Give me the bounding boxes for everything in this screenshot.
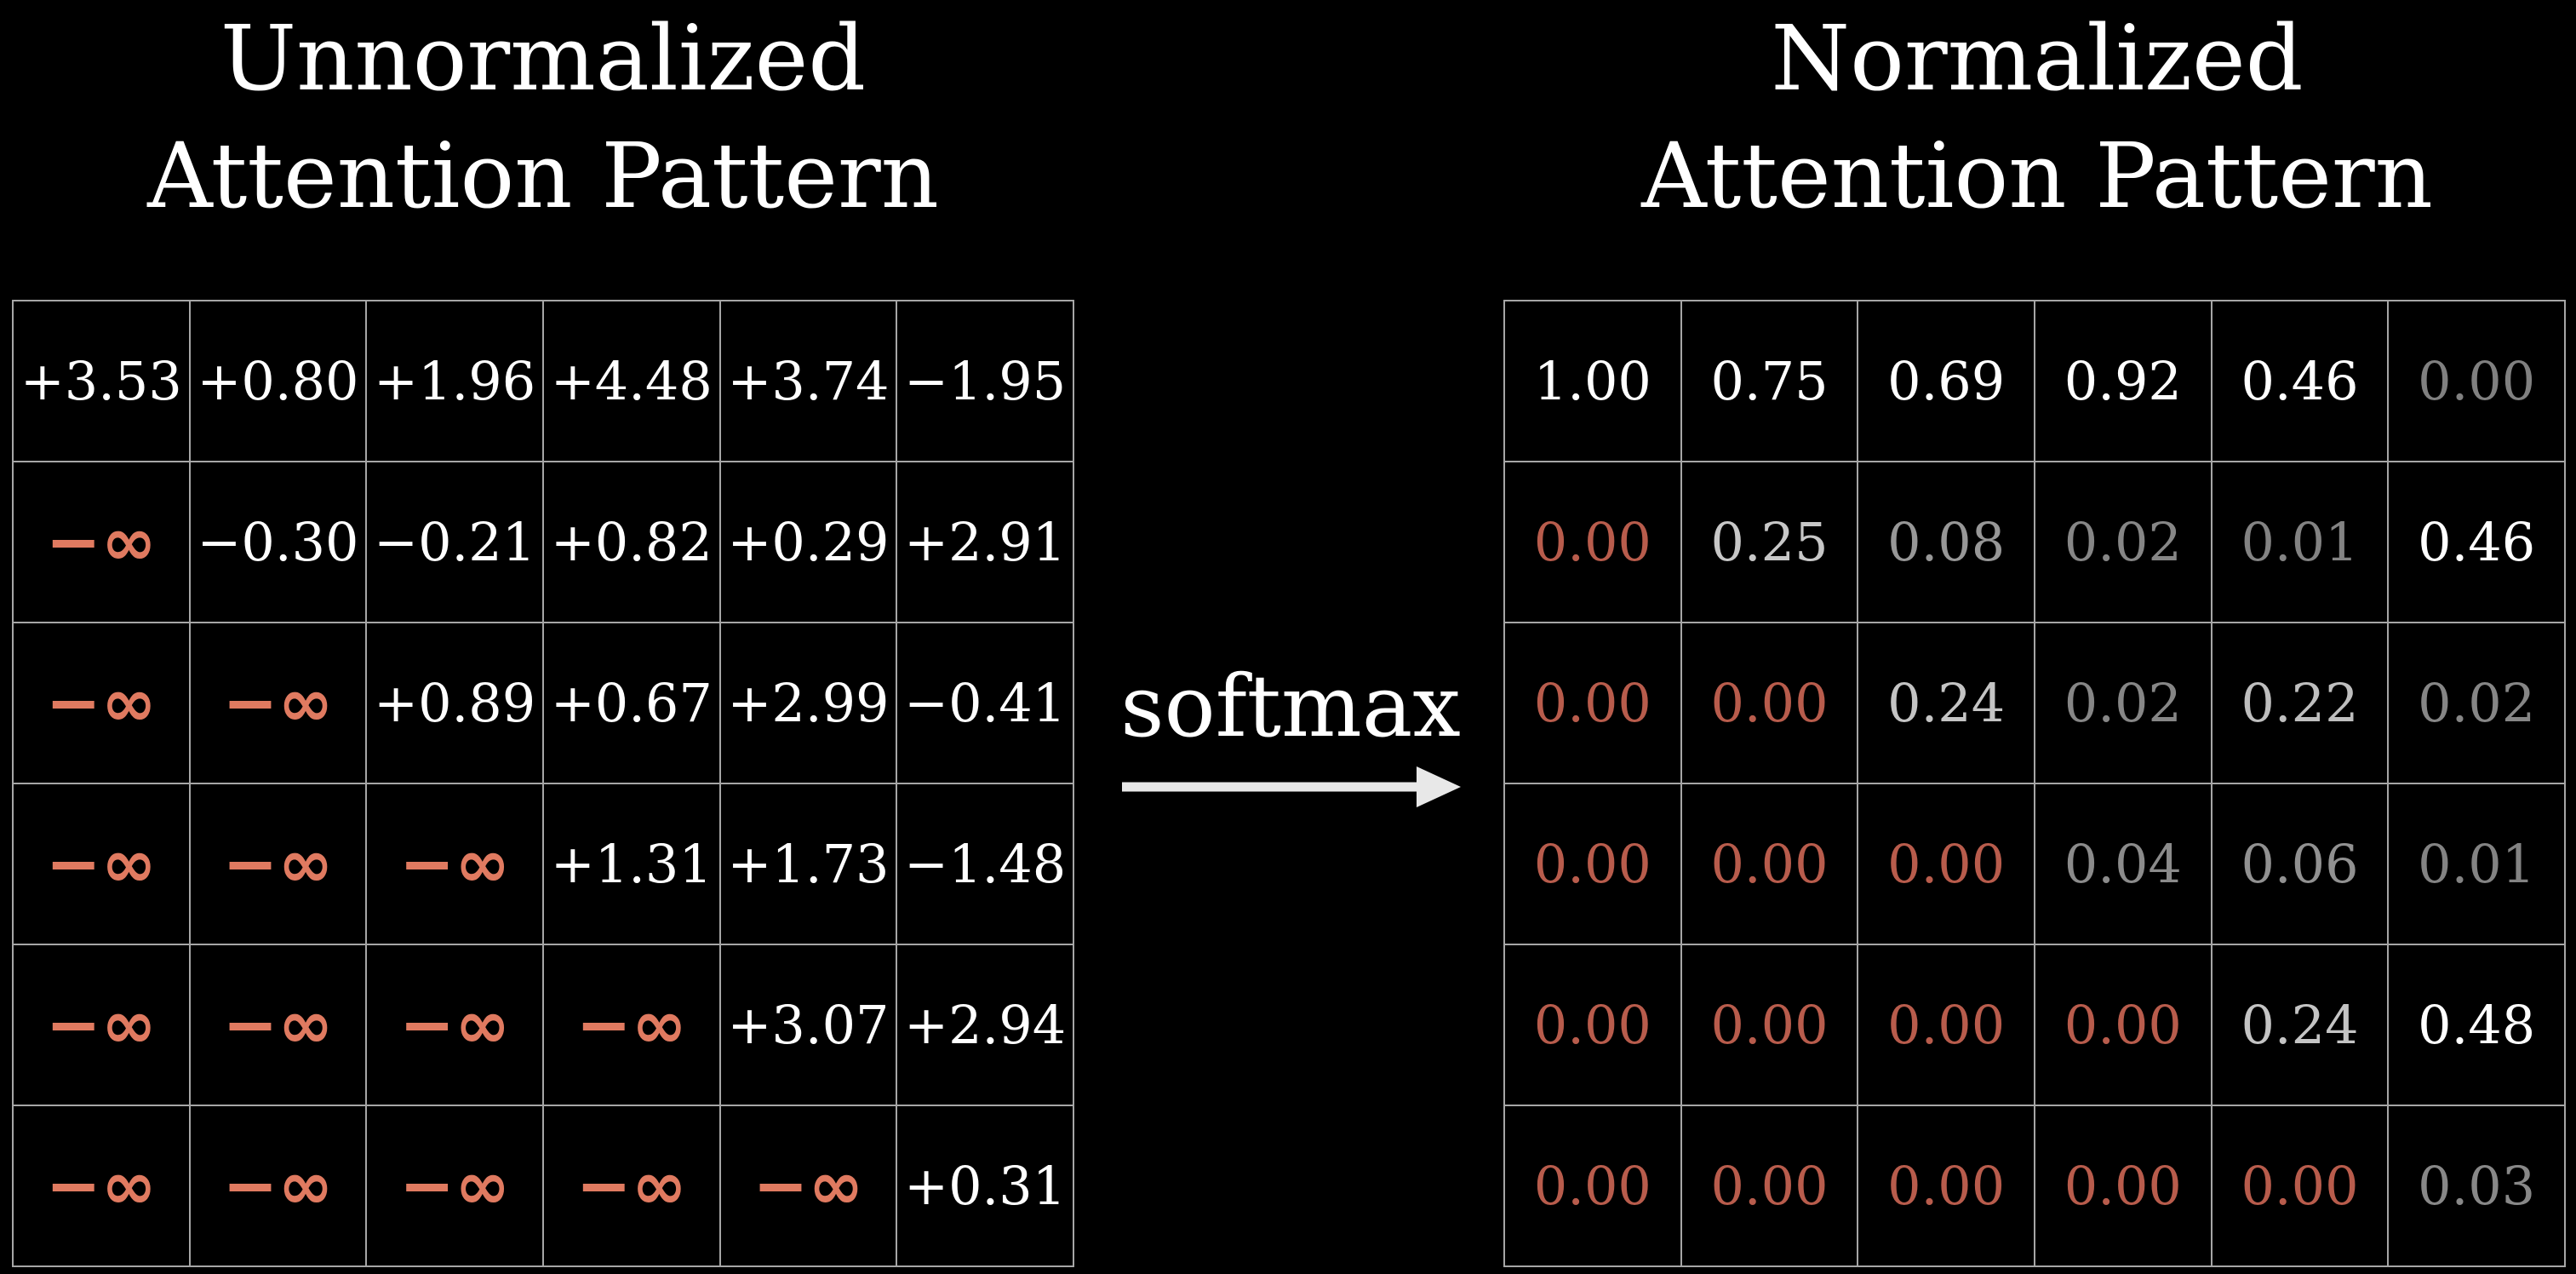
masked-zero-cell: 0.00 (1858, 1106, 2035, 1267)
unnormalized-matrix-cell: −0.30 (190, 462, 368, 623)
unnormalized-matrix-cell: +0.67 (544, 623, 721, 784)
unnormalized-matrix-cell: +3.74 (720, 301, 898, 462)
unnormalized-matrix: +3.53 +0.80 +1.96 +4.48 +3.74 −1.95 −∞ −0.30 −0.… (12, 300, 1074, 1267)
negative-infinity-cell: −∞ (190, 784, 368, 945)
unnormalized-matrix-cell: −1.95 (897, 301, 1074, 462)
negative-infinity-cell: −∞ (14, 784, 191, 945)
unnormalized-matrix-cell: +4.48 (544, 301, 721, 462)
unnormalized-matrix-cell: +1.73 (720, 784, 898, 945)
normalized-matrix-cell: 0.02 (2035, 462, 2212, 623)
unnormalized-matrix-cell: +2.99 (720, 623, 898, 784)
normalized-matrix-cell: 0.69 (1858, 301, 2035, 462)
normalized-matrix: 1.00 0.75 0.69 0.92 0.46 0.00 0.00 0.25 0.08 0.02… (1503, 300, 2566, 1267)
normalized-matrix-cell: 0.02 (2389, 623, 2566, 784)
normalized-title-line1: Normalized (1771, 6, 2304, 111)
unnormalized-matrix-cell: +0.82 (544, 462, 721, 623)
unnormalized-matrix-cell: +0.89 (367, 623, 544, 784)
normalized-matrix-cell: 0.24 (1858, 623, 2035, 784)
normalized-matrix-cell: 0.48 (2389, 945, 2566, 1106)
negative-infinity-cell: −∞ (190, 623, 368, 784)
masked-zero-cell: 0.00 (1681, 1106, 1859, 1267)
negative-infinity-cell: −∞ (190, 945, 368, 1106)
masked-zero-cell: 0.00 (1858, 945, 2035, 1106)
negative-infinity-cell: −∞ (544, 945, 721, 1106)
normalized-matrix-cell: 0.01 (2389, 784, 2566, 945)
negative-infinity-cell: −∞ (14, 945, 191, 1106)
right-arrow-icon (1122, 766, 1461, 807)
masked-zero-cell: 0.00 (1505, 462, 1682, 623)
unnormalized-matrix-cell: +1.96 (367, 301, 544, 462)
negative-infinity-cell: −∞ (367, 1106, 544, 1267)
unnormalized-matrix-cell: +0.80 (190, 301, 368, 462)
masked-zero-cell: 0.00 (1505, 1106, 1682, 1267)
normalized-matrix-cell: 0.00 (2389, 301, 2566, 462)
negative-infinity-cell: −∞ (14, 623, 191, 784)
unnormalized-matrix-cell: −0.41 (897, 623, 1074, 784)
unnormalized-matrix-cell: +3.07 (720, 945, 898, 1106)
unnormalized-matrix-cell: +2.94 (897, 945, 1074, 1106)
normalized-matrix-cell: 0.04 (2035, 784, 2212, 945)
normalized-matrix-cell: 0.46 (2212, 301, 2390, 462)
normalized-matrix-cell: 0.22 (2212, 623, 2390, 784)
masked-zero-cell: 0.00 (1681, 623, 1859, 784)
unnormalized-title: Unnormalized Attention Pattern (0, 0, 1086, 235)
normalized-matrix-cell: 0.46 (2389, 462, 2566, 623)
unnormalized-matrix-cell: −0.21 (367, 462, 544, 623)
unnormalized-title-line1: Unnormalized (220, 6, 867, 111)
negative-infinity-cell: −∞ (14, 1106, 191, 1267)
normalized-matrix-cell: 0.92 (2035, 301, 2212, 462)
unnormalized-matrix-cell: +1.31 (544, 784, 721, 945)
normalized-title: Normalized Attention Pattern (1498, 0, 2576, 235)
negative-infinity-cell: −∞ (14, 462, 191, 623)
unnormalized-matrix-cell: +3.53 (14, 301, 191, 462)
normalized-matrix-cell: 0.03 (2389, 1106, 2566, 1267)
normalized-matrix-cell: 0.06 (2212, 784, 2390, 945)
normalized-matrix-cell: 0.08 (1858, 462, 2035, 623)
masked-zero-cell: 0.00 (1505, 784, 1682, 945)
normalized-matrix-cell: 0.25 (1681, 462, 1859, 623)
negative-infinity-cell: −∞ (544, 1106, 721, 1267)
negative-infinity-cell: −∞ (190, 1106, 368, 1267)
unnormalized-matrix-cell: +0.29 (720, 462, 898, 623)
negative-infinity-cell: −∞ (720, 1106, 898, 1267)
unnormalized-matrix-cell: −1.48 (897, 784, 1074, 945)
normalized-matrix-cell: 0.02 (2035, 623, 2212, 784)
masked-zero-cell: 0.00 (1858, 784, 2035, 945)
unnormalized-title-line2: Attention Pattern (147, 123, 939, 228)
normalized-matrix-cell: 0.24 (2212, 945, 2390, 1106)
masked-zero-cell: 0.00 (2035, 945, 2212, 1106)
normalized-matrix-cell: 0.75 (1681, 301, 1859, 462)
softmax-label: softmax (1120, 657, 1461, 756)
masked-zero-cell: 0.00 (1681, 945, 1859, 1106)
negative-infinity-cell: −∞ (367, 784, 544, 945)
unnormalized-matrix-cell: +2.91 (897, 462, 1074, 623)
unnormalized-matrix-cell: +0.31 (897, 1106, 1074, 1267)
negative-infinity-cell: −∞ (367, 945, 544, 1106)
masked-zero-cell: 0.00 (2212, 1106, 2390, 1267)
masked-zero-cell: 0.00 (1681, 784, 1859, 945)
normalized-matrix-cell: 0.01 (2212, 462, 2390, 623)
normalized-matrix-cell: 1.00 (1505, 301, 1682, 462)
masked-zero-cell: 0.00 (1505, 623, 1682, 784)
masked-zero-cell: 0.00 (1505, 945, 1682, 1106)
normalized-title-line2: Attention Pattern (1641, 123, 2433, 228)
masked-zero-cell: 0.00 (2035, 1106, 2212, 1267)
